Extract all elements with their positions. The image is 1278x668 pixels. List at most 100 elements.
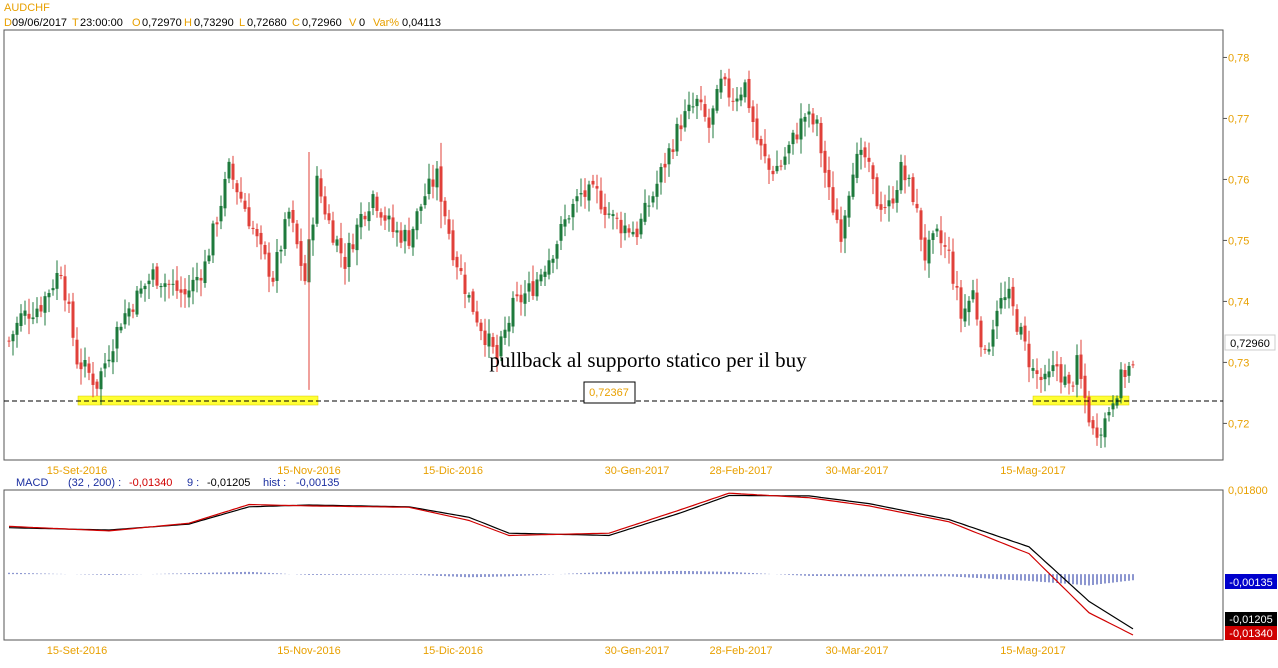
candle-body — [59, 275, 63, 277]
candle-body — [259, 232, 263, 245]
candle-body — [503, 329, 507, 338]
candle-body — [391, 217, 395, 233]
candle-body — [1063, 376, 1067, 385]
candle-body — [283, 219, 287, 249]
candle-body — [879, 204, 883, 210]
date-label: 15-Dic-2016 — [423, 645, 483, 657]
candle-body — [443, 200, 447, 217]
candle-body — [995, 310, 999, 327]
candle-body — [859, 149, 863, 155]
candle-body — [779, 165, 783, 167]
price-tick-label: 0,77 — [1228, 113, 1249, 125]
candle-body — [699, 99, 703, 103]
candle-body — [647, 205, 651, 207]
candle-body — [923, 237, 927, 261]
candle-body — [495, 344, 499, 360]
candle-body — [139, 288, 143, 294]
candle-body — [791, 132, 795, 145]
svg-text:9 :: 9 : — [187, 477, 199, 489]
candle-body — [539, 274, 543, 282]
price-axis: 0,72 0,73 0,74 0,75 0,76 0,77 0,78 — [1223, 52, 1249, 430]
candle-body — [567, 218, 571, 220]
candle-body — [759, 138, 763, 146]
candle-body — [939, 230, 943, 244]
candle-body — [975, 292, 979, 320]
candle-body — [159, 286, 163, 288]
ohlc-header: D 09/06/2017 T 23:00:00 O 0,72970 H 0,73… — [4, 17, 441, 29]
candle-body — [915, 203, 919, 209]
candle-body — [799, 118, 803, 140]
candle-body — [51, 288, 55, 291]
candlesticks — [7, 68, 1135, 449]
candle-body — [1099, 434, 1103, 436]
candle-body — [575, 196, 579, 202]
candle-body — [467, 295, 471, 298]
candle-body — [271, 277, 275, 282]
candle-body — [663, 163, 667, 168]
candle-body — [95, 381, 99, 389]
candle-body — [135, 290, 139, 315]
price-tick-label: 0,78 — [1228, 52, 1249, 64]
candle-body — [115, 326, 119, 349]
candle-body — [595, 186, 599, 189]
candle-body — [131, 309, 135, 312]
candle-body — [639, 218, 643, 235]
candle-body — [687, 104, 691, 112]
candle-body — [919, 210, 923, 240]
candle-body — [579, 193, 583, 195]
candle-body — [183, 289, 187, 295]
svg-text:-0,01340: -0,01340 — [129, 477, 172, 489]
candle-body — [527, 283, 531, 292]
candle-body — [11, 334, 15, 342]
candle-body — [851, 174, 855, 197]
date-label: 15-Nov-2016 — [277, 645, 341, 657]
candle-body — [1035, 370, 1039, 374]
candle-body — [707, 117, 711, 128]
candle-body — [399, 230, 403, 243]
candle-body — [123, 313, 127, 325]
candle-body — [239, 191, 243, 199]
svg-text:H: H — [184, 17, 192, 29]
candle-body — [711, 108, 715, 125]
candle-body — [991, 329, 995, 347]
candle-body — [247, 207, 251, 227]
candle-body — [211, 223, 215, 256]
candle-body — [427, 178, 431, 195]
candle-body — [735, 98, 739, 102]
candle-body — [379, 212, 383, 218]
candle-body — [1087, 396, 1091, 423]
macd-badge — [1225, 626, 1277, 640]
last-price-badge — [1224, 334, 1276, 351]
candle-body — [83, 360, 87, 367]
candle-body — [463, 274, 467, 294]
macd-badge-label: -0,01340 — [1229, 628, 1272, 640]
candle-body — [351, 244, 355, 250]
candle-body — [127, 308, 131, 317]
candle-body — [615, 217, 619, 219]
candle-body — [335, 239, 339, 246]
candle-body — [583, 190, 587, 197]
date-axis-macd: 15-Set-2016 15-Nov-2016 15-Dic-2016 30-Gen-… — [47, 645, 1066, 657]
candle-body — [1107, 412, 1111, 416]
candle-body — [823, 150, 827, 173]
candle-body — [591, 180, 595, 185]
candle-body — [643, 202, 647, 222]
candle-body — [359, 213, 363, 228]
candle-body — [599, 190, 603, 210]
candle-body — [947, 249, 951, 251]
candle-body — [263, 245, 267, 255]
svg-text:0: 0 — [359, 17, 365, 29]
candle-body — [395, 230, 399, 233]
candle-body — [155, 266, 159, 286]
candle-body — [715, 88, 719, 111]
candle-body — [151, 269, 155, 280]
candle-body — [499, 336, 503, 357]
date-label: 15-Nov-2016 — [277, 465, 341, 477]
candle-body — [731, 100, 735, 102]
macd-line — [8, 492, 1134, 636]
candle-body — [475, 311, 479, 323]
candle-body — [343, 256, 347, 269]
candle-body — [199, 277, 203, 281]
candle-body — [7, 340, 11, 342]
svg-text:(32 , 200) :: (32 , 200) : — [68, 477, 121, 489]
